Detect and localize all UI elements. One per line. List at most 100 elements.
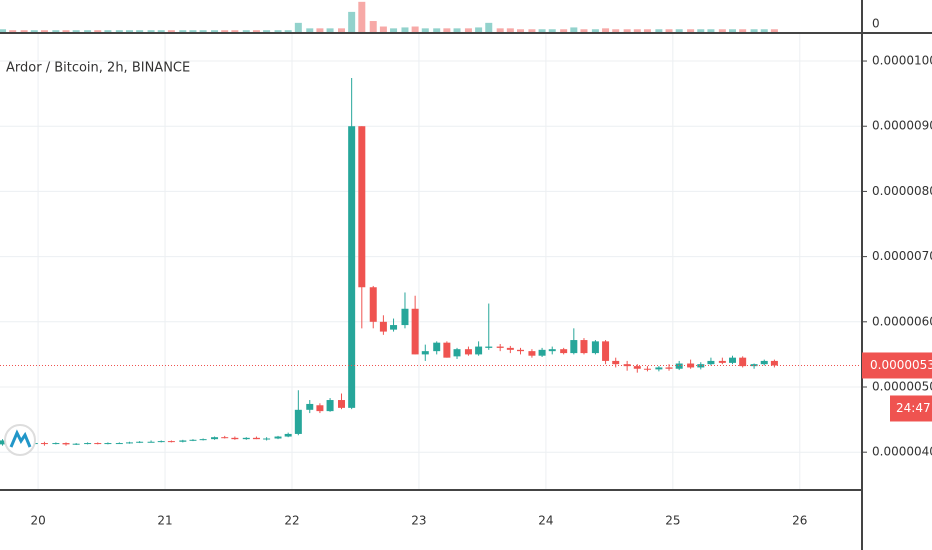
candle-body [104,443,112,445]
candle-body [475,346,483,355]
candle-body [211,437,219,440]
volume-bar [62,30,70,32]
marks [0,1,862,446]
candle-body [675,363,683,369]
countdown: 24:47 [896,401,931,415]
x-tick-label: 20 [30,514,45,528]
volume-bar [665,29,673,32]
volume-bar [136,30,144,32]
candle-body [538,349,546,356]
candle-body [316,405,324,412]
volume-bar [517,29,525,32]
volume-bar [612,29,620,32]
volume-bar [729,29,737,32]
volume-bar [157,30,165,32]
x-tick-label: 21 [157,514,172,528]
candle-body [750,364,758,367]
volume-bar [252,30,260,32]
volume-bar [167,30,175,32]
candle-body [294,409,302,434]
volume-bar [199,30,207,32]
volume-bar [675,29,683,32]
volume-bar [655,29,663,32]
candle-body [167,441,175,443]
candle-body [62,443,70,445]
price-label-bg [862,352,932,379]
volume-bar [570,27,578,32]
volume-bar [506,28,514,32]
candle-body [707,360,715,365]
candle-body [453,349,461,357]
candle-body [528,351,536,356]
volume-bar [379,26,387,32]
candle-body [517,349,525,352]
candle-body [379,321,387,332]
candle-body [263,438,271,440]
volume-bar [30,30,38,32]
volume-bar [274,30,282,32]
axis: 20 21 22 23 24 25 26 0.00000400 0.00000500 0.0000… [30,17,932,528]
volume-bar [147,30,155,32]
volume-bar [697,29,705,32]
candle-body [443,342,451,358]
logo [4,424,36,456]
candle-body [421,351,429,355]
candle-body [729,357,737,363]
volume-bar [390,28,398,32]
price-label: 0.00000533 [870,358,932,372]
candle-body [591,341,599,354]
countdown-bg [890,395,932,422]
volume-bar [221,30,229,32]
candle-body [179,440,187,442]
volume-bar [263,30,271,32]
candle-body [643,368,651,370]
candle-body [52,443,60,445]
candle-body [147,441,155,443]
candle-body [199,439,207,441]
candle-body [284,433,292,437]
volume-bar [770,29,778,32]
candle-body [231,437,239,440]
candle-body [560,349,568,354]
candle-body [72,443,80,445]
volume-bar [453,28,461,32]
candle-body [496,346,504,348]
y-tick-label: 0.00000400 [872,445,932,459]
candle-body [274,436,282,439]
candle-body [94,443,102,445]
volume-bar [633,29,641,32]
y-tick-label: 0.00000900 [872,119,932,133]
candle-body [390,325,398,330]
volume-bar [739,29,747,32]
candle-body [464,349,472,355]
volume-bar [94,30,102,32]
candle-body [665,367,673,369]
candle-body [221,437,229,439]
volume-bar [72,30,80,32]
candle-body [770,360,778,366]
volume-bar [707,29,715,32]
volume-bar [104,30,112,32]
volume-bar [548,29,556,32]
candle-body [570,340,578,354]
volume-bar [580,29,588,32]
volume-bar [485,22,493,32]
volume-bar [602,28,610,32]
candle-body [739,357,747,367]
candle-body [358,126,366,288]
volume-bar [337,28,345,32]
candle-body [718,360,726,363]
candle-body [602,341,610,361]
volume-bar [411,26,419,32]
volume-bar [433,28,441,32]
y-tick-label: 0.00000800 [872,184,932,198]
volume-bar [348,11,356,32]
candle-body [242,437,250,440]
candle-body [548,349,556,352]
volume-bar [84,30,92,32]
candle-body [485,346,493,348]
x-tick-label: 25 [665,514,680,528]
